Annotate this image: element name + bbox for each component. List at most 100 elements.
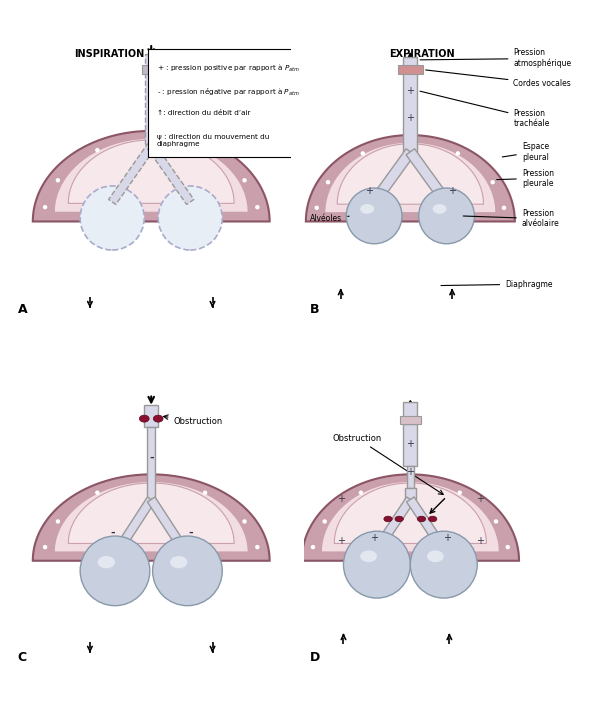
- Polygon shape: [33, 474, 270, 561]
- Ellipse shape: [360, 204, 374, 214]
- Text: +: +: [406, 86, 414, 95]
- Polygon shape: [407, 466, 414, 489]
- Circle shape: [408, 141, 412, 145]
- Polygon shape: [373, 497, 414, 552]
- Circle shape: [419, 188, 474, 244]
- Circle shape: [152, 536, 223, 606]
- Circle shape: [408, 480, 412, 484]
- Circle shape: [494, 519, 498, 524]
- Circle shape: [311, 545, 315, 549]
- Polygon shape: [334, 483, 487, 544]
- FancyBboxPatch shape: [148, 49, 299, 158]
- Text: Diaphragme: Diaphragme: [441, 280, 553, 288]
- Circle shape: [255, 545, 259, 549]
- Polygon shape: [321, 481, 499, 552]
- Circle shape: [242, 519, 247, 524]
- Text: +: +: [370, 534, 378, 544]
- Text: -: -: [188, 528, 193, 538]
- Text: +: +: [337, 494, 345, 505]
- Polygon shape: [148, 497, 191, 558]
- Polygon shape: [403, 402, 417, 424]
- Polygon shape: [302, 474, 519, 561]
- Circle shape: [346, 188, 402, 244]
- Text: +: +: [476, 536, 484, 547]
- Text: +: +: [406, 439, 414, 449]
- Polygon shape: [111, 497, 155, 558]
- Circle shape: [326, 180, 330, 185]
- Circle shape: [56, 178, 60, 182]
- Ellipse shape: [428, 516, 437, 522]
- Circle shape: [255, 205, 259, 209]
- Circle shape: [43, 545, 48, 549]
- Text: - : pression négative par rapport à $P_{atm}$: - : pression négative par rapport à $P_{…: [157, 86, 300, 98]
- Text: Obstruction: Obstruction: [333, 433, 443, 494]
- Ellipse shape: [417, 516, 425, 522]
- Circle shape: [490, 180, 495, 185]
- Circle shape: [458, 491, 462, 495]
- Polygon shape: [325, 142, 496, 213]
- Circle shape: [315, 206, 319, 210]
- Polygon shape: [148, 427, 155, 499]
- Polygon shape: [403, 57, 417, 152]
- Circle shape: [502, 206, 506, 210]
- Circle shape: [359, 491, 363, 495]
- Text: EXPIRATION: EXPIRATION: [389, 49, 455, 59]
- Ellipse shape: [433, 204, 447, 214]
- Polygon shape: [54, 138, 248, 212]
- Circle shape: [203, 148, 207, 152]
- Polygon shape: [33, 131, 270, 221]
- Circle shape: [361, 151, 365, 156]
- Polygon shape: [405, 489, 416, 499]
- Circle shape: [242, 178, 247, 182]
- Text: INSPIRATION: INSPIRATION: [74, 49, 145, 59]
- Polygon shape: [68, 483, 234, 544]
- Polygon shape: [406, 497, 447, 552]
- Polygon shape: [148, 144, 194, 204]
- Text: Espace
pleural: Espace pleural: [502, 142, 549, 161]
- Text: D: D: [310, 651, 320, 664]
- Ellipse shape: [360, 551, 377, 562]
- Text: +: +: [365, 186, 372, 196]
- Text: Pression
trachéale: Pression trachéale: [420, 91, 550, 128]
- Polygon shape: [337, 144, 484, 204]
- Ellipse shape: [154, 415, 163, 422]
- Text: B: B: [310, 303, 320, 317]
- Text: Obstruction: Obstruction: [164, 415, 223, 426]
- Ellipse shape: [98, 556, 115, 568]
- Text: +: +: [406, 467, 414, 477]
- Circle shape: [506, 545, 510, 549]
- Circle shape: [149, 480, 154, 484]
- Circle shape: [203, 491, 207, 495]
- Circle shape: [322, 519, 327, 524]
- Text: -: -: [110, 528, 114, 538]
- Text: +: +: [406, 113, 414, 124]
- Text: +: +: [448, 186, 456, 196]
- Polygon shape: [370, 148, 415, 205]
- Text: Cordes vocales: Cordes vocales: [425, 70, 571, 88]
- Text: Pression
atmosphérique: Pression atmosphérique: [420, 49, 572, 69]
- Polygon shape: [54, 481, 248, 552]
- Text: + : pression positive par rapport à $P_{atm}$: + : pression positive par rapport à $P_{…: [157, 63, 300, 74]
- Polygon shape: [144, 404, 158, 427]
- Text: +: +: [476, 494, 484, 505]
- Text: Pression
pleurale: Pression pleurale: [497, 168, 554, 188]
- Ellipse shape: [395, 516, 403, 522]
- Polygon shape: [400, 416, 421, 424]
- Polygon shape: [398, 66, 423, 74]
- Text: Pression
alvéolaire: Pression alvéolaire: [464, 209, 559, 228]
- Circle shape: [343, 531, 411, 598]
- Ellipse shape: [170, 556, 187, 568]
- Ellipse shape: [427, 551, 444, 562]
- Text: -: -: [149, 452, 154, 462]
- Polygon shape: [306, 135, 515, 221]
- Text: A: A: [17, 303, 27, 317]
- Polygon shape: [145, 54, 158, 146]
- Text: ψ : direction du mouvement du
diaphragme: ψ : direction du mouvement du diaphragme: [157, 134, 269, 147]
- Text: +: +: [337, 536, 345, 547]
- Polygon shape: [406, 148, 451, 205]
- Circle shape: [411, 531, 477, 598]
- Circle shape: [80, 536, 150, 606]
- Circle shape: [158, 186, 223, 250]
- Ellipse shape: [139, 415, 149, 422]
- Circle shape: [56, 519, 60, 524]
